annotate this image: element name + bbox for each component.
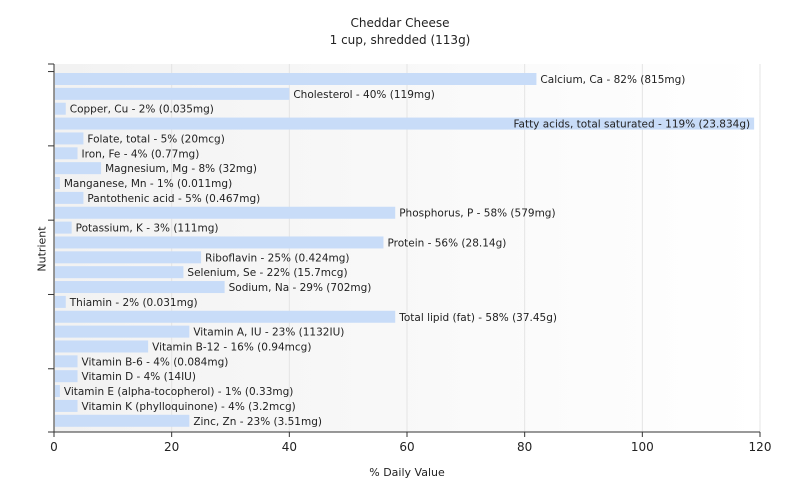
bar-label: Vitamin B-6 - 4% (0.084mg): [82, 356, 229, 368]
bar: [55, 221, 72, 234]
bar: [55, 281, 225, 294]
x-tick-label: 0: [50, 440, 58, 454]
chart-subtitle: 1 cup, shredded (113g): [329, 33, 471, 47]
bar: [55, 340, 149, 353]
bar-label: Vitamin D - 4% (14IU): [82, 371, 196, 383]
bar-label: Zinc, Zn - 23% (3.51mg): [193, 416, 322, 428]
bar-label: Riboflavin - 25% (0.424mg): [205, 252, 349, 264]
bar: [55, 266, 184, 279]
bar: [55, 206, 396, 219]
x-tick-label: 80: [517, 440, 532, 454]
bar: [55, 102, 66, 115]
bar-label: Potassium, K - 3% (111mg): [76, 223, 219, 235]
bar: [55, 251, 202, 264]
bar: [55, 177, 60, 190]
y-axis-label: Nutrient: [35, 226, 49, 272]
bar: [55, 117, 755, 130]
bar: [55, 399, 78, 412]
bar-label: Vitamin A, IU - 23% (1132IU): [193, 327, 344, 339]
bar-label: Calcium, Ca - 82% (815mg): [540, 74, 685, 86]
x-axis-label: % Daily Value: [369, 466, 445, 479]
bar-label: Manganese, Mn - 1% (0.011mg): [64, 178, 232, 190]
bar: [55, 370, 78, 383]
bar-label: Cholesterol - 40% (119mg): [293, 89, 435, 101]
bar-label: Sodium, Na - 29% (702mg): [229, 282, 372, 294]
x-tick-label: 60: [399, 440, 414, 454]
bar-label: Fatty acids, total saturated - 119% (23.…: [513, 119, 750, 131]
bar: [55, 236, 384, 249]
bar: [55, 414, 190, 427]
bar: [55, 87, 290, 100]
bar: [55, 310, 396, 323]
bar-label: Vitamin B-12 - 16% (0.94mcg): [152, 341, 311, 353]
x-tick-label: 100: [631, 440, 654, 454]
chart-title: Cheddar Cheese: [350, 16, 450, 30]
x-tick-label: 40: [282, 440, 297, 454]
bar-label: Total lipid (fat) - 58% (37.45g): [398, 312, 557, 324]
bar-label: Pantothenic acid - 5% (0.467mg): [87, 193, 260, 205]
bar: [55, 147, 78, 160]
bar: [55, 191, 84, 204]
bar: [55, 162, 102, 175]
bar: [55, 132, 84, 145]
bar: [55, 355, 78, 368]
bar-label: Protein - 56% (28.14g): [387, 237, 506, 249]
bar: [55, 295, 66, 308]
bar-label: Magnesium, Mg - 8% (32mg): [105, 163, 257, 175]
bar-label: Selenium, Se - 22% (15.7mcg): [187, 267, 347, 279]
bar-label: Copper, Cu - 2% (0.035mg): [70, 104, 214, 116]
bar: [55, 325, 190, 338]
bar-label: Folate, total - 5% (20mcg): [87, 133, 224, 145]
x-tick-label: 20: [164, 440, 179, 454]
x-tick-label: 120: [749, 440, 772, 454]
bar: [55, 385, 60, 398]
bar-label: Vitamin K (phylloquinone) - 4% (3.2mcg): [82, 401, 296, 413]
bar-label: Thiamin - 2% (0.031mg): [69, 297, 198, 309]
bar-label: Phosphorus, P - 58% (579mg): [399, 208, 555, 220]
bar-label: Vitamin E (alpha-tocopherol) - 1% (0.33m…: [64, 386, 294, 398]
bar-label: Iron, Fe - 4% (0.77mg): [82, 148, 200, 160]
bar: [55, 73, 537, 85]
